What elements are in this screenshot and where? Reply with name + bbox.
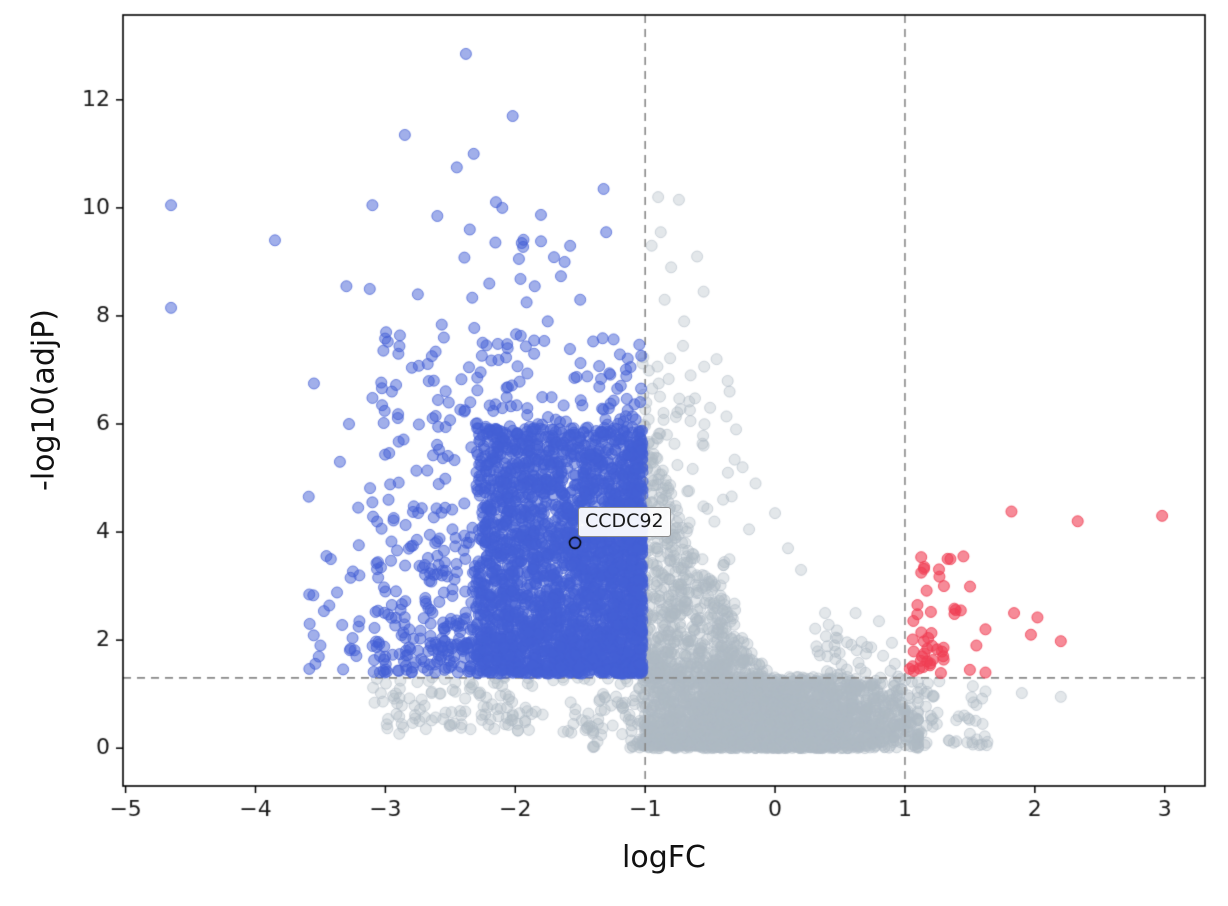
annotation-label: CCDC92 [578, 506, 671, 537]
x-axis-label: logFC [622, 840, 706, 875]
y-axis-label: -log10(adjP) [26, 309, 62, 491]
